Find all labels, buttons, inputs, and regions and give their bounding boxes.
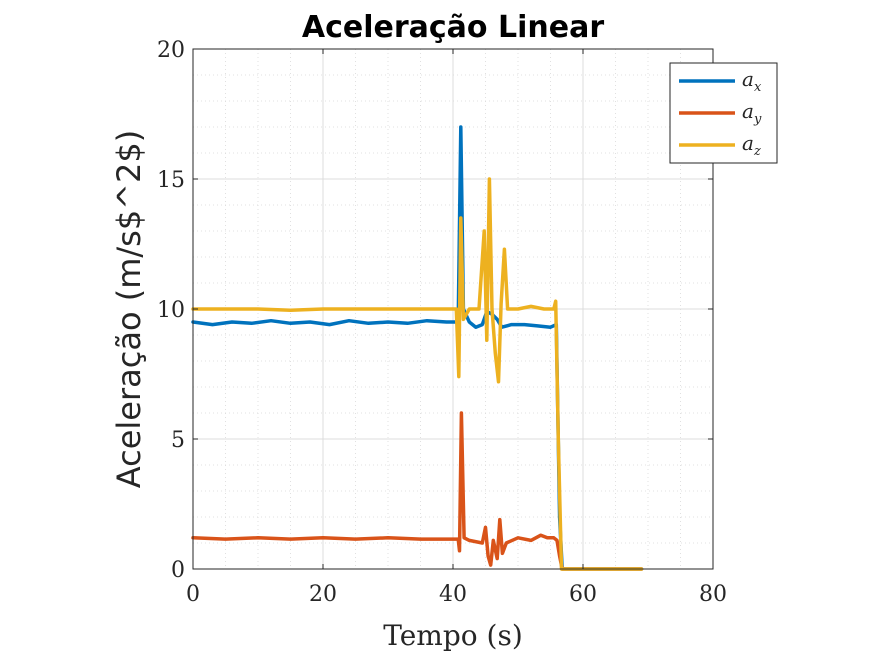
y-axis-label: Aceleração (m/s$^2$)	[110, 130, 148, 488]
x-tick-label: 40	[439, 582, 467, 607]
legend: ax ay az	[669, 62, 778, 164]
y-tick-label: 0	[171, 558, 185, 583]
series-line-a-x	[191, 125, 644, 571]
series-line-a-y	[191, 411, 644, 571]
series-line-a-z	[191, 177, 644, 571]
tick-labels: 0 20 40 60 80 0 5 10 15 20	[157, 38, 727, 607]
x-tick-label: 60	[569, 582, 597, 607]
x-tick-label: 20	[309, 582, 337, 607]
x-axis-label: Tempo (s)	[383, 619, 523, 652]
y-tick-label: 5	[171, 428, 185, 453]
legend-label-a-z: az	[742, 131, 761, 159]
y-tick-label: 15	[157, 168, 185, 193]
chart-title: Aceleração Linear	[302, 10, 604, 45]
series-layer	[191, 125, 644, 571]
x-tick-label: 0	[186, 582, 200, 607]
y-tick-label: 10	[157, 298, 185, 323]
tick-marks	[192, 48, 714, 570]
y-tick-label: 20	[157, 38, 185, 63]
legend-label-a-y: ay	[742, 99, 762, 127]
legend-label-a-x: ax	[742, 67, 762, 95]
x-tick-label: 80	[699, 582, 727, 607]
